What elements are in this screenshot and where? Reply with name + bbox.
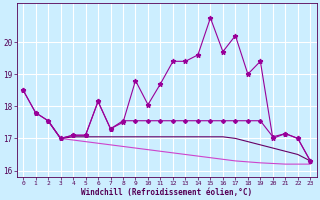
X-axis label: Windchill (Refroidissement éolien,°C): Windchill (Refroidissement éolien,°C)	[81, 188, 252, 197]
